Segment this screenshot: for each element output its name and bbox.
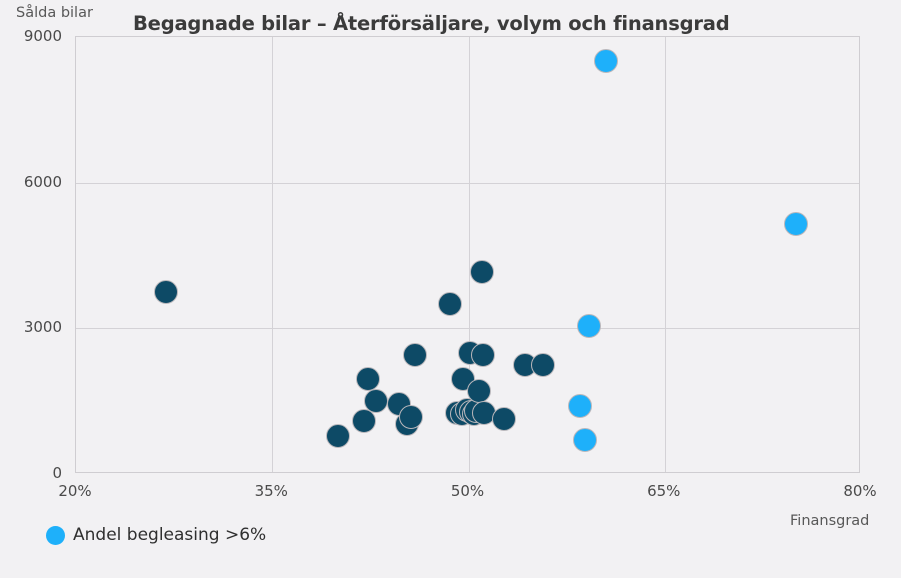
y-axis-tick-label: 6000 — [23, 172, 62, 191]
scatter-point — [783, 211, 808, 236]
x-axis-tick-label: 20% — [58, 482, 92, 500]
scatter-point — [154, 279, 179, 304]
scatter-point — [325, 424, 350, 449]
scatter-point — [470, 343, 495, 368]
scatter-point — [466, 379, 491, 404]
plot-area — [75, 36, 860, 473]
gridline-vertical — [272, 37, 273, 472]
x-axis-title: Finansgrad — [790, 513, 870, 529]
y-axis-tick-label: 0 — [52, 464, 62, 482]
gridline-horizontal — [76, 328, 859, 329]
scatter-point — [355, 367, 380, 392]
scatter-point — [593, 49, 618, 74]
scatter-point — [351, 409, 376, 434]
scatter-point — [576, 313, 601, 338]
legend-swatch-icon — [46, 525, 65, 545]
x-axis-tick-label: 50% — [450, 482, 485, 500]
scatter-point — [438, 292, 463, 317]
gridline-vertical — [665, 37, 666, 472]
scatter-point — [363, 389, 388, 414]
x-axis-tick-label: 65% — [647, 482, 681, 500]
scatter-point — [491, 406, 516, 431]
gridline-horizontal — [76, 183, 859, 184]
scatter-point — [567, 394, 592, 419]
gridline-vertical — [469, 37, 470, 472]
scatter-point — [572, 428, 597, 452]
scatter-point — [531, 352, 556, 377]
x-axis-tick-label: 35% — [254, 482, 288, 500]
y-axis-tick-label: 9000 — [23, 27, 62, 45]
y-axis-tick-label: 3000 — [23, 318, 62, 337]
y-axis-title: Sålda bilar — [16, 5, 93, 21]
scatter-point — [398, 404, 423, 429]
legend-item-label: Andel begleasing >6% — [73, 525, 267, 545]
x-axis-tick-label: 80% — [843, 482, 877, 500]
chart-title: Begagnade bilar – Återförsäljare, volym … — [133, 12, 730, 35]
legend: Andel begleasing >6% — [46, 525, 266, 545]
scatter-point — [402, 343, 427, 368]
scatter-point — [469, 260, 494, 285]
